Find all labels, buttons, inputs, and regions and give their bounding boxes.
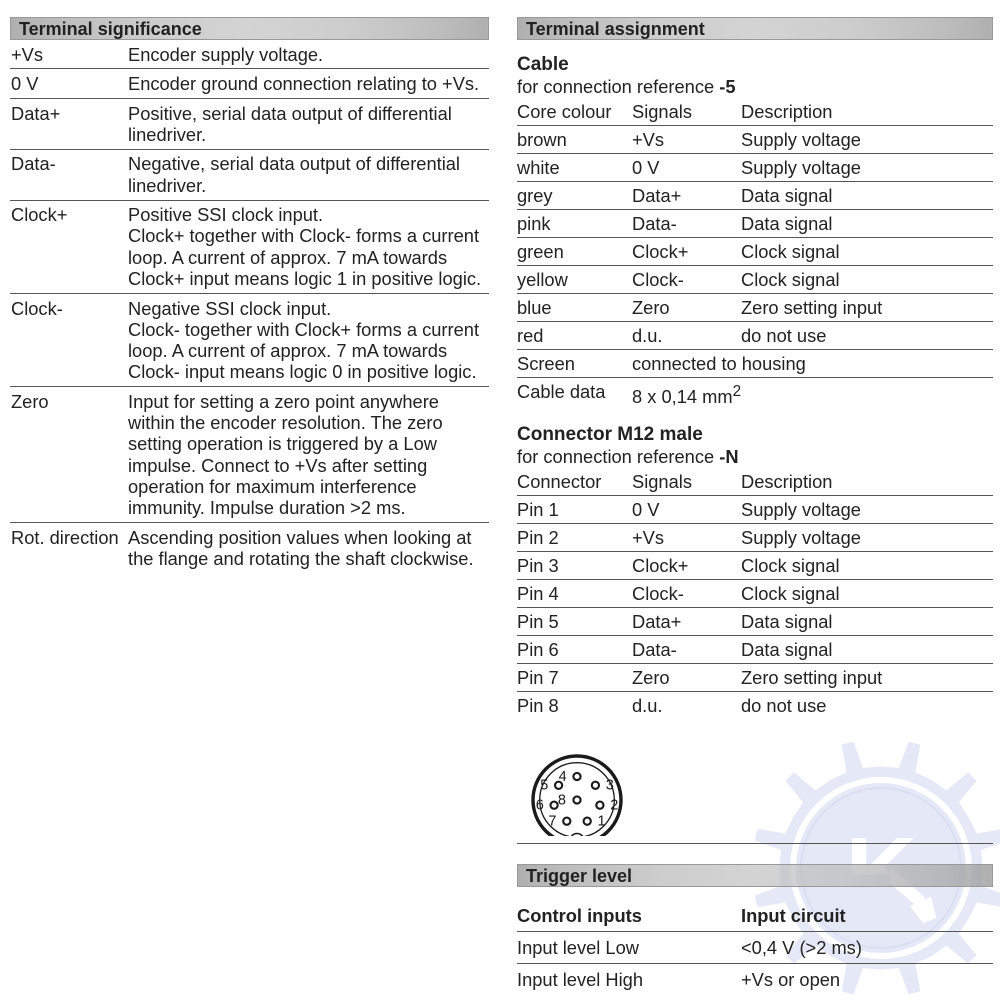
svg-text:7: 7 xyxy=(548,814,556,830)
svg-text:2: 2 xyxy=(610,798,618,814)
svg-text:6: 6 xyxy=(536,798,544,814)
svg-text:5: 5 xyxy=(540,778,548,794)
svg-text:3: 3 xyxy=(606,778,614,794)
svg-text:8: 8 xyxy=(558,793,566,809)
svg-text:1: 1 xyxy=(598,814,606,830)
